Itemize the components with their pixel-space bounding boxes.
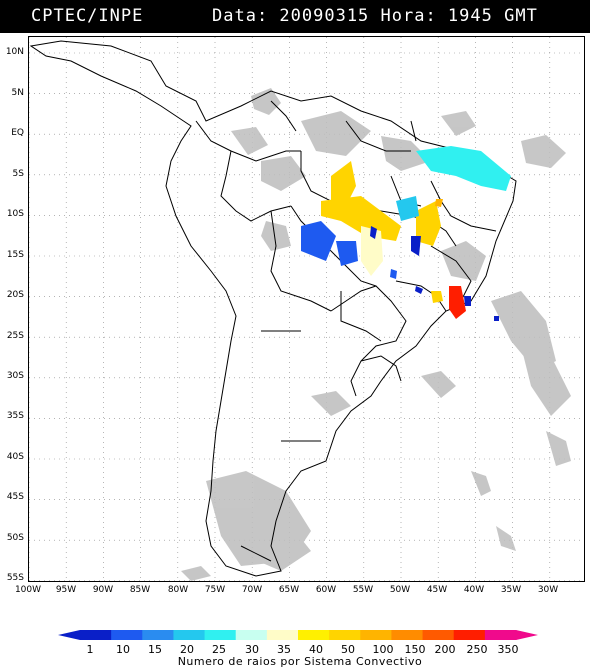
continent-outline bbox=[29, 40, 517, 577]
colorbar-label: 100 bbox=[372, 643, 394, 656]
colorbar-caption: Numero de raios por Sistema Convectivo bbox=[177, 655, 423, 668]
lat-label: 40S bbox=[6, 452, 24, 462]
colorbar-left-arrow bbox=[58, 630, 80, 640]
lon-label: 70W bbox=[241, 585, 263, 595]
lat-label: 10S bbox=[6, 209, 24, 219]
lon-label: 100W bbox=[14, 585, 42, 595]
colorbar-label: 20 bbox=[180, 643, 194, 656]
colorbar-cell bbox=[360, 630, 392, 640]
colorbar-label: 25 bbox=[212, 643, 226, 656]
lon-label: 35W bbox=[500, 585, 522, 595]
colorbar-cell bbox=[235, 630, 268, 640]
title-bar: CPTEC/INPE Data: 20090315 Hora: 1945 GMT bbox=[0, 0, 590, 33]
colorbar-cells bbox=[80, 630, 517, 640]
organization-label: CPTEC/INPE bbox=[31, 6, 144, 26]
colorbar-label: 35 bbox=[277, 643, 291, 656]
colorbar-cell bbox=[80, 630, 112, 640]
colorbar-cell bbox=[329, 630, 361, 640]
colorbar-label: 350 bbox=[497, 643, 519, 656]
colorbar-label: 30 bbox=[245, 643, 259, 656]
lat-label: 55S bbox=[6, 573, 24, 583]
lat-label: 30S bbox=[6, 371, 24, 381]
lat-label: 5S bbox=[12, 169, 24, 179]
map-frame bbox=[28, 36, 585, 582]
colorbar-cell bbox=[453, 630, 486, 640]
colorbar bbox=[58, 630, 538, 640]
lat-label: 45S bbox=[6, 492, 24, 502]
lon-label: 55W bbox=[352, 585, 374, 595]
lon-label: 75W bbox=[204, 585, 226, 595]
lon-label: 65W bbox=[278, 585, 300, 595]
lat-label: 35S bbox=[6, 411, 24, 421]
lat-label: 50S bbox=[6, 533, 24, 543]
colorbar-right-arrow bbox=[516, 630, 538, 640]
map-canvas bbox=[29, 37, 584, 581]
colorbar-cell bbox=[142, 630, 174, 640]
colorbar-label: 15 bbox=[148, 643, 162, 656]
lat-label: 10N bbox=[5, 47, 24, 57]
colorbar-cell bbox=[391, 630, 424, 640]
lon-label: 85W bbox=[129, 585, 151, 595]
lat-label: 20S bbox=[6, 290, 24, 300]
cloud-cover bbox=[181, 88, 571, 581]
lon-label: 60W bbox=[315, 585, 337, 595]
lon-label: 90W bbox=[92, 585, 114, 595]
lon-label: 80W bbox=[167, 585, 189, 595]
colorbar-label: 200 bbox=[434, 643, 456, 656]
colorbar-label: 10 bbox=[116, 643, 130, 656]
colorbar-cell bbox=[484, 630, 517, 640]
colorbar-cell bbox=[266, 630, 299, 640]
colorbar-label: 40 bbox=[309, 643, 323, 656]
lightning-systems bbox=[301, 146, 511, 321]
colorbar-cell bbox=[173, 630, 206, 640]
lat-label: EQ bbox=[11, 128, 24, 138]
lon-label: 45W bbox=[426, 585, 448, 595]
colorbar-label: 250 bbox=[466, 643, 488, 656]
colorbar-label: 150 bbox=[404, 643, 426, 656]
lon-label: 95W bbox=[55, 585, 77, 595]
colorbar-cell bbox=[111, 630, 143, 640]
colorbar-cell bbox=[422, 630, 455, 640]
lat-label: 5N bbox=[11, 88, 24, 98]
colorbar-label: 1 bbox=[86, 643, 94, 656]
date-time-label: Data: 20090315 Hora: 1945 GMT bbox=[212, 6, 538, 26]
colorbar-label: 50 bbox=[341, 643, 355, 656]
lon-label: 40W bbox=[463, 585, 485, 595]
colorbar-cell bbox=[204, 630, 237, 640]
lon-label: 30W bbox=[537, 585, 559, 595]
lat-label: 15S bbox=[6, 250, 24, 260]
lon-label: 50W bbox=[389, 585, 411, 595]
colorbar-cell bbox=[298, 630, 330, 640]
lat-label: 25S bbox=[6, 331, 24, 341]
